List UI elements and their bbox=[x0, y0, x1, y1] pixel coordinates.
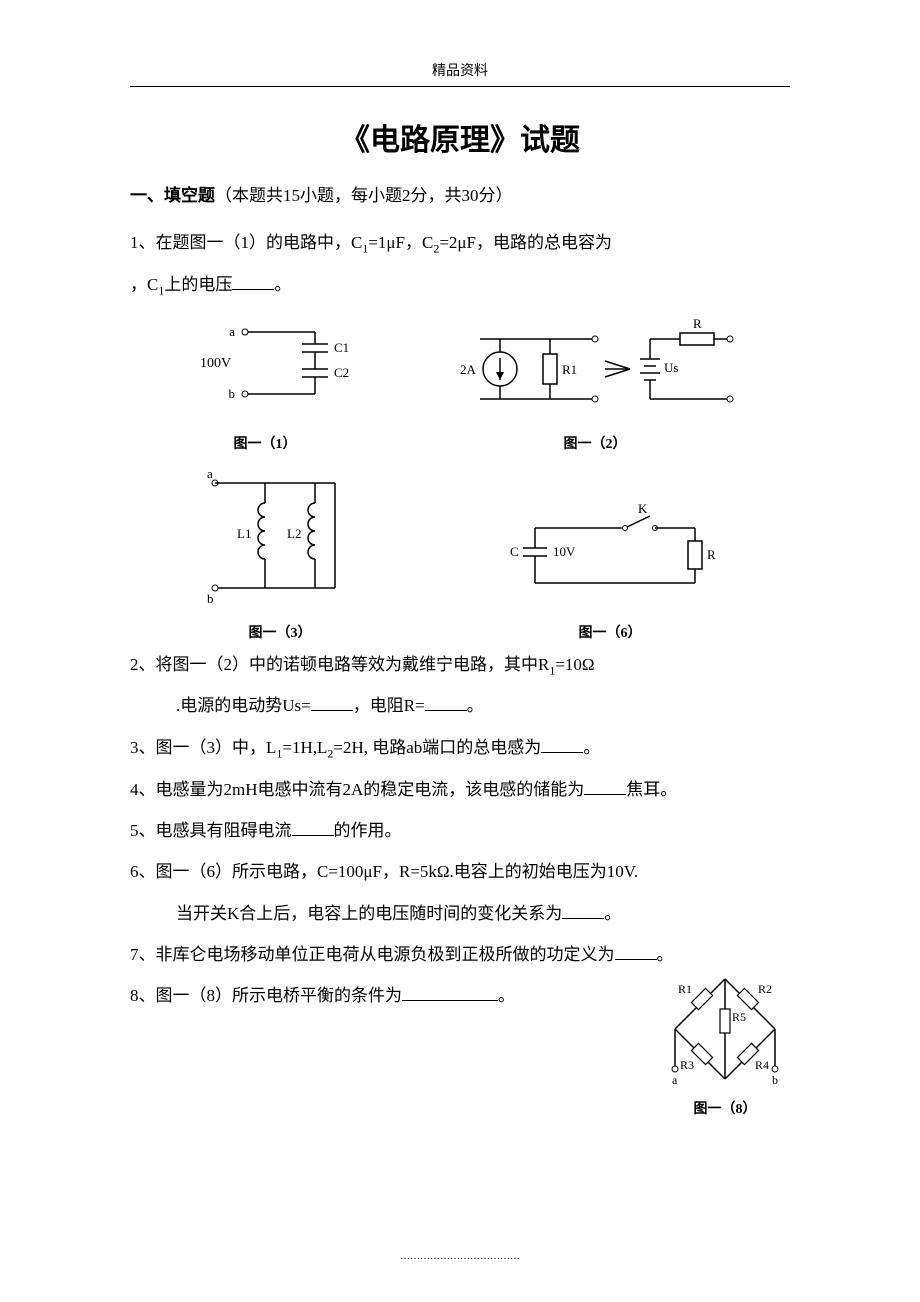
figure-8-caption: 图一（8） bbox=[650, 1098, 800, 1118]
question-2-line2: .电源的电动势Us= ，电阻R= 。 bbox=[130, 687, 790, 724]
q7-b: 。 bbox=[657, 945, 674, 964]
figure-8: R1 R2 R5 R3 R4 a b 图一（8） bbox=[650, 969, 800, 1118]
svg-text:a: a bbox=[672, 1073, 678, 1087]
q2-l2-a: .电源的电动势Us= bbox=[176, 696, 311, 715]
question-6-line2: 当开关K合上后，电容上的电压随时间的变化关系为 。 bbox=[130, 895, 790, 932]
svg-text:R1: R1 bbox=[678, 982, 692, 996]
q1-text-a: 1、在题图一（1）的电路中，C bbox=[130, 233, 362, 252]
blank bbox=[402, 986, 498, 1001]
svg-text:b: b bbox=[207, 591, 214, 606]
figure-1: a C1 C2 b 100V 图一（1） bbox=[180, 314, 350, 453]
svg-text:a: a bbox=[229, 324, 235, 339]
q3-a: 3、图一（3）中，L bbox=[130, 738, 276, 757]
blank bbox=[292, 821, 334, 836]
q8-b: 。 bbox=[498, 986, 515, 1005]
q2-a: 2、将图一（2）中的诺顿电路等效为戴维宁电路，其中R bbox=[130, 655, 549, 674]
question-1: 1、在题图一（1）的电路中，C1=1μF，C2=2μF，电路的总电容为 bbox=[130, 224, 790, 262]
svg-text:R: R bbox=[707, 547, 716, 562]
q2-b: =10Ω bbox=[555, 655, 594, 674]
svg-text:R: R bbox=[693, 316, 702, 331]
svg-text:C1: C1 bbox=[334, 340, 349, 355]
svg-text:b: b bbox=[229, 386, 236, 401]
question-7: 7、非库仑电场移动单位正电荷从电源负极到正极所做的功定义为 。 bbox=[130, 936, 790, 973]
section-heading: 一、填空题（本题共15小题，每小题2分，共30分） bbox=[130, 181, 790, 206]
question-6: 6、图一（6）所示电路，C=100μF，R=5kΩ.电容上的初始电压为10V. bbox=[130, 853, 790, 890]
q2-l2-c: 。 bbox=[467, 696, 484, 715]
blank bbox=[584, 780, 626, 795]
svg-text:R1: R1 bbox=[562, 362, 577, 377]
q1-text-c: =2μF，电路的总电容为 bbox=[439, 233, 612, 252]
figure-2: 2A R1 R bbox=[450, 314, 740, 453]
figure-1-svg: a C1 C2 b 100V bbox=[180, 314, 350, 424]
q3-c: =2H, 电路ab端口的总电感为 bbox=[333, 738, 541, 757]
svg-text:b: b bbox=[772, 1073, 778, 1087]
figures-row-2: a L1 L2 b 图一（3） bbox=[130, 463, 790, 642]
section-rest: （本题共15小题，每小题2分，共30分） bbox=[215, 186, 513, 205]
q8-a: 8、图一（8）所示电桥平衡的条件为 bbox=[130, 986, 402, 1005]
q1-l2-b: 上的电压 bbox=[164, 275, 232, 294]
question-4: 4、电感量为2mH电感中流有2A的稳定电流，该电感的储能为 焦耳。 bbox=[130, 771, 790, 808]
svg-text:Us: Us bbox=[664, 360, 678, 375]
svg-text:C2: C2 bbox=[334, 365, 349, 380]
blank bbox=[562, 904, 604, 919]
question-8-wrap: 8、图一（8）所示电桥平衡的条件为 。 R1 R2 bbox=[130, 977, 790, 1127]
q6-c: 。 bbox=[604, 904, 621, 923]
blank bbox=[541, 738, 583, 753]
blank bbox=[311, 696, 353, 711]
page-title: 《电路原理》试题 bbox=[130, 115, 790, 159]
figure-3: a L1 L2 b 图一（3） bbox=[195, 463, 365, 642]
q3-b: =1H,L bbox=[282, 738, 327, 757]
svg-text:K: K bbox=[638, 503, 648, 516]
svg-text:L2: L2 bbox=[287, 526, 301, 541]
q1-text-b: =1μF，C bbox=[368, 233, 433, 252]
svg-text:L1: L1 bbox=[237, 526, 251, 541]
svg-text:100V: 100V bbox=[200, 356, 231, 371]
svg-text:R2: R2 bbox=[758, 982, 772, 996]
page: 精品资料 《电路原理》试题 一、填空题（本题共15小题，每小题2分，共30分） … bbox=[0, 0, 920, 1302]
header-label: 精品资料 bbox=[130, 60, 790, 87]
q1-l2-a: ，C bbox=[130, 275, 158, 294]
q1-l2-c: 。 bbox=[274, 275, 291, 294]
figure-6: K C 10V R 图一（6） bbox=[495, 503, 725, 642]
blank bbox=[425, 696, 467, 711]
section-bold: 一、填空题 bbox=[130, 186, 215, 205]
svg-text:R5: R5 bbox=[732, 1010, 746, 1024]
svg-text:a: a bbox=[207, 466, 213, 481]
question-5: 5、电感具有阻碍电流 的作用。 bbox=[130, 812, 790, 849]
footer-dots: ……………………………… bbox=[400, 1251, 520, 1262]
q5-b: 的作用。 bbox=[334, 821, 402, 840]
q2-l2-b: ，电阻R= bbox=[353, 696, 425, 715]
figure-2-svg: 2A R1 R bbox=[450, 314, 740, 424]
svg-text:R4: R4 bbox=[755, 1058, 769, 1072]
q7-a: 7、非库仑电场移动单位正电荷从电源负极到正极所做的功定义为 bbox=[130, 945, 615, 964]
q4-a: 4、电感量为2mH电感中流有2A的稳定电流，该电感的储能为 bbox=[130, 780, 584, 799]
figure-3-caption: 图一（3） bbox=[195, 622, 365, 642]
figure-6-caption: 图一（6） bbox=[495, 622, 725, 642]
question-2: 2、将图一（2）中的诺顿电路等效为戴维宁电路，其中R1=10Ω bbox=[130, 646, 790, 684]
q6-b: 当开关K合上后，电容上的电压随时间的变化关系为 bbox=[176, 904, 562, 923]
q3-d: 。 bbox=[583, 738, 600, 757]
question-3: 3、图一（3）中，L1=1H,L2=2H, 电路ab端口的总电感为。 bbox=[130, 729, 790, 767]
svg-text:2A: 2A bbox=[460, 362, 477, 377]
q6-a: 6、图一（6）所示电路，C=100μF，R=5kΩ.电容上的初始电压为10V. bbox=[130, 862, 638, 881]
figure-2-caption: 图一（2） bbox=[450, 433, 740, 453]
figure-3-svg: a L1 L2 b bbox=[195, 463, 365, 613]
figure-8-svg: R1 R2 R5 R3 R4 a b bbox=[650, 969, 800, 1089]
svg-text:R3: R3 bbox=[680, 1058, 694, 1072]
q4-b: 焦耳。 bbox=[626, 780, 677, 799]
figure-6-svg: K C 10V R bbox=[495, 503, 725, 613]
svg-text:10V: 10V bbox=[553, 544, 576, 559]
figure-1-caption: 图一（1） bbox=[180, 433, 350, 453]
q5-a: 5、电感具有阻碍电流 bbox=[130, 821, 292, 840]
svg-text:C: C bbox=[510, 544, 519, 559]
blank bbox=[615, 945, 657, 960]
blank bbox=[232, 275, 274, 290]
question-1-line2: ，C1上的电压。 bbox=[130, 266, 790, 304]
figures-row-1: a C1 C2 b 100V 图一（1） bbox=[130, 314, 790, 453]
